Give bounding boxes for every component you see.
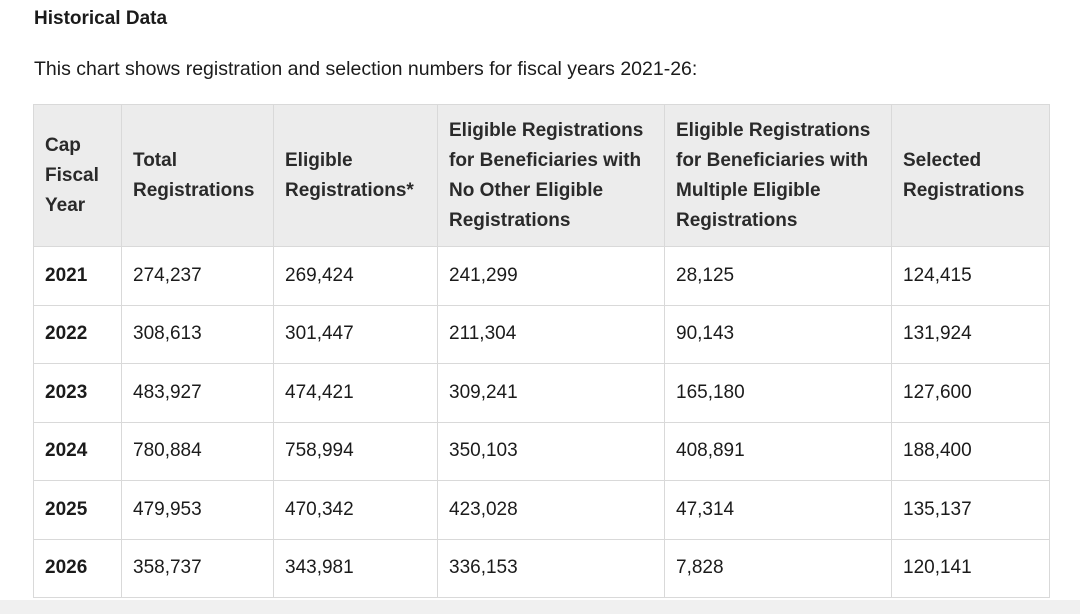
header-selected-registrations: Selected Registrations (891, 104, 1050, 247)
cell-selected: 131,924 (891, 304, 1050, 364)
cell-eligible: 343,981 (273, 538, 438, 598)
cell-eligible-no-other: 350,103 (437, 421, 665, 481)
table-row: 2022 308,613 301,447 211,304 90,143 131,… (33, 304, 1050, 364)
cell-total: 479,953 (121, 480, 274, 540)
header-eligible-no-other: Eligible Registrations for Beneficiaries… (437, 104, 665, 247)
cell-total: 358,737 (121, 538, 274, 598)
cell-year: 2021 (33, 246, 122, 306)
cell-selected: 135,137 (891, 480, 1050, 540)
cell-eligible: 474,421 (273, 363, 438, 423)
registration-table: Cap Fiscal Year Total Registrations Elig… (33, 104, 1050, 598)
cell-eligible-no-other: 241,299 (437, 246, 665, 306)
cell-eligible-no-other: 211,304 (437, 304, 665, 364)
cell-eligible-no-other: 336,153 (437, 538, 665, 598)
cell-total: 274,237 (121, 246, 274, 306)
header-row: Cap Fiscal Year Total Registrations Elig… (33, 104, 1050, 247)
table-row: 2023 483,927 474,421 309,241 165,180 127… (33, 363, 1050, 423)
cell-eligible-multiple: 28,125 (664, 246, 892, 306)
cell-total: 780,884 (121, 421, 274, 481)
section-title: Historical Data (34, 8, 168, 29)
cell-selected: 188,400 (891, 421, 1050, 481)
cell-eligible-no-other: 309,241 (437, 363, 665, 423)
cell-selected: 127,600 (891, 363, 1050, 423)
table-row: 2025 479,953 470,342 423,028 47,314 135,… (33, 480, 1050, 540)
cell-year: 2022 (33, 304, 122, 364)
cell-eligible-multiple: 408,891 (664, 421, 892, 481)
header-total-registrations: Total Registrations (121, 104, 274, 247)
table-row: 2026 358,737 343,981 336,153 7,828 120,1… (33, 538, 1050, 598)
cell-eligible: 758,994 (273, 421, 438, 481)
cell-year: 2026 (33, 538, 122, 598)
table-row: 2024 780,884 758,994 350,103 408,891 188… (33, 421, 1050, 481)
cell-selected: 120,141 (891, 538, 1050, 598)
header-cap-fiscal-year: Cap Fiscal Year (33, 104, 122, 247)
cell-total: 308,613 (121, 304, 274, 364)
cell-year: 2023 (33, 363, 122, 423)
cell-year: 2025 (33, 480, 122, 540)
cell-eligible-multiple: 47,314 (664, 480, 892, 540)
table-row: 2021 274,237 269,424 241,299 28,125 124,… (33, 246, 1050, 306)
cell-year: 2024 (33, 421, 122, 481)
cell-eligible: 470,342 (273, 480, 438, 540)
cell-eligible-multiple: 90,143 (664, 304, 892, 364)
header-eligible-multiple: Eligible Registrations for Beneficiaries… (664, 104, 892, 247)
table-body: 2021 274,237 269,424 241,299 28,125 124,… (33, 246, 1050, 598)
bottom-divider (0, 600, 1080, 614)
header-eligible-registrations: Eligible Registrations* (273, 104, 438, 247)
cell-total: 483,927 (121, 363, 274, 423)
cell-selected: 124,415 (891, 246, 1050, 306)
cell-eligible-multiple: 165,180 (664, 363, 892, 423)
table-header: Cap Fiscal Year Total Registrations Elig… (33, 104, 1050, 247)
cell-eligible: 301,447 (273, 304, 438, 364)
cell-eligible-multiple: 7,828 (664, 538, 892, 598)
cell-eligible: 269,424 (273, 246, 438, 306)
cell-eligible-no-other: 423,028 (437, 480, 665, 540)
intro-text: This chart shows registration and select… (34, 58, 698, 80)
